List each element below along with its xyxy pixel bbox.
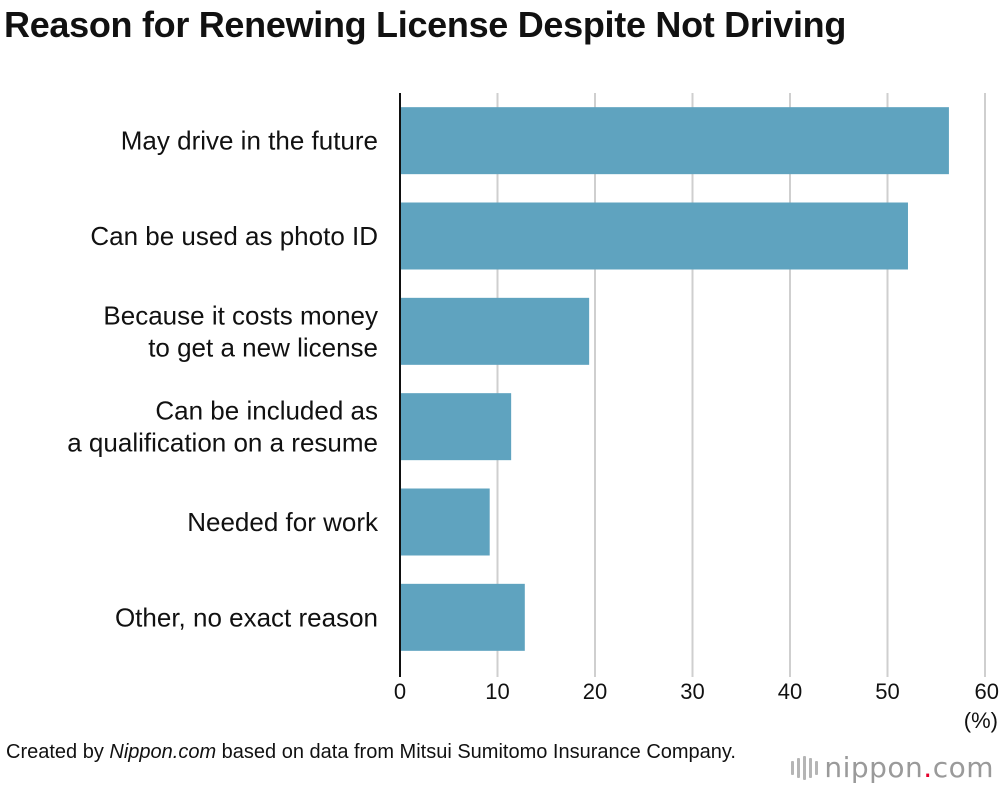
x-tick-label: 60	[975, 679, 999, 704]
gridlines	[496, 93, 986, 677]
category-label: Needed for work	[187, 507, 379, 537]
category-labels: May drive in the future Can be used as ph…	[67, 126, 379, 633]
category-label: May drive in the future	[121, 126, 378, 156]
chart-title: Reason for Renewing License Despite Not …	[4, 4, 847, 45]
bar	[400, 107, 949, 175]
brand-tld: com	[932, 751, 994, 784]
nippon-logo: nippon.com	[791, 751, 994, 784]
category-label: to get a new license	[148, 332, 378, 362]
bar	[400, 583, 525, 651]
category-label: Other, no exact reason	[115, 602, 378, 632]
source-publisher: Nippon.com	[109, 741, 217, 763]
x-tick-label: 20	[583, 679, 607, 704]
bar	[400, 393, 512, 461]
bars	[400, 107, 949, 651]
source-prefix: Created by	[6, 741, 110, 763]
bar	[400, 488, 490, 556]
x-tick-label: 10	[485, 679, 509, 704]
brand-name: nippon	[824, 751, 924, 784]
source-note: Created by Nippon.com based on data from…	[6, 739, 746, 766]
x-tick-label: 40	[778, 679, 802, 704]
category-label: Because it costs money	[103, 300, 378, 330]
bar	[400, 297, 590, 365]
brand-wordmark: nippon.com	[824, 751, 994, 784]
bar-chart: May drive in the future Can be used as ph…	[67, 93, 999, 733]
bar	[400, 202, 908, 270]
x-tick-label: 30	[680, 679, 704, 704]
x-tick-label: 50	[875, 679, 899, 704]
source-suffix: based on data from Mitsui Sumitomo Insur…	[216, 741, 736, 763]
category-label: a qualification on a resume	[67, 428, 378, 458]
category-label: Can be used as photo ID	[90, 221, 378, 251]
x-tick-label: 0	[394, 679, 406, 704]
brand-dot: .	[923, 751, 933, 784]
x-tick-labels: 0 10 20 30 40 50 60	[394, 679, 999, 704]
barcode-mark-icon	[791, 755, 819, 780]
x-axis-unit-label: (%)	[964, 708, 998, 733]
category-label: Can be included as	[155, 396, 378, 426]
